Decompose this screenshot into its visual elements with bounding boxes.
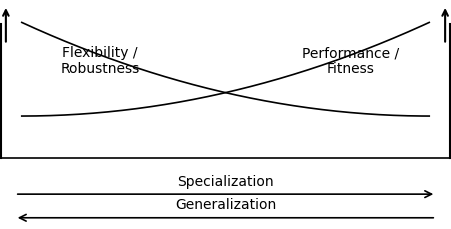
Text: Generalization: Generalization (175, 198, 276, 212)
Text: Performance /
Fitness: Performance / Fitness (303, 46, 400, 76)
Text: Flexibility /
Robustness: Flexibility / Robustness (60, 46, 140, 76)
Text: Specialization: Specialization (177, 174, 274, 188)
